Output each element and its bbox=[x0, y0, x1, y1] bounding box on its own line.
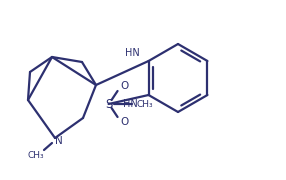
Text: O: O bbox=[120, 117, 129, 127]
Text: CH₃: CH₃ bbox=[136, 100, 153, 109]
Text: S: S bbox=[105, 98, 112, 111]
Text: HN: HN bbox=[123, 99, 138, 109]
Text: O: O bbox=[120, 81, 129, 91]
Text: N: N bbox=[55, 136, 63, 146]
Text: CH₃: CH₃ bbox=[28, 152, 44, 161]
Text: HN: HN bbox=[125, 48, 140, 58]
